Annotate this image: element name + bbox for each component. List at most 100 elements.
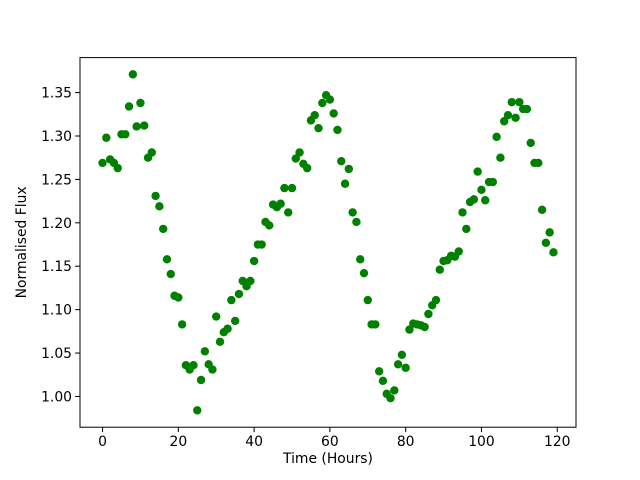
data-point	[488, 177, 498, 187]
data-point	[386, 394, 395, 403]
data-point	[325, 95, 335, 104]
data-point	[397, 350, 407, 359]
x-tick-label: 20	[169, 434, 187, 450]
data-point	[492, 132, 501, 142]
data-point	[462, 224, 471, 234]
data-point	[314, 123, 323, 133]
data-point	[230, 316, 240, 326]
data-point	[276, 199, 285, 208]
data-point	[223, 324, 232, 333]
data-point	[124, 102, 134, 111]
data-point	[98, 158, 107, 168]
data-point	[174, 293, 183, 302]
data-point	[234, 289, 244, 299]
data-point	[196, 375, 206, 385]
x-tick-label: 100	[468, 434, 495, 450]
data-point	[477, 185, 486, 195]
data-point	[246, 276, 255, 286]
data-point	[295, 148, 304, 157]
y-tick-label: 1.30	[41, 129, 72, 145]
data-point	[177, 320, 187, 329]
data-point	[318, 98, 327, 108]
data-point	[208, 365, 217, 374]
data-point	[337, 156, 346, 166]
data-point	[359, 268, 369, 278]
x-tick-label: 120	[544, 434, 571, 450]
data-point	[503, 110, 513, 120]
x-tick-label: 60	[321, 434, 339, 450]
data-point	[166, 269, 175, 279]
data-point	[200, 347, 210, 356]
data-point	[534, 158, 543, 168]
data-point	[424, 309, 433, 319]
data-point	[249, 256, 259, 266]
data-point	[291, 154, 300, 163]
data-point	[340, 179, 350, 188]
data-point	[348, 208, 357, 217]
data-point	[537, 205, 547, 214]
data-point	[401, 363, 410, 373]
data-point	[136, 98, 145, 108]
data-point	[545, 228, 554, 237]
data-point	[473, 167, 482, 176]
data-point	[549, 248, 558, 257]
data-point	[128, 70, 138, 79]
data-point	[147, 148, 157, 157]
data-point	[162, 255, 172, 264]
data-point	[102, 133, 111, 142]
data-point	[193, 406, 202, 415]
data-point	[499, 117, 509, 126]
y-tick-label: 1.05	[41, 346, 72, 362]
x-axis-label: Time (Hours)	[282, 451, 373, 467]
data-point	[151, 191, 160, 201]
y-tick-label: 1.35	[41, 86, 72, 102]
data-point	[374, 367, 384, 376]
y-tick-label: 1.00	[41, 389, 72, 405]
data-point	[496, 153, 505, 162]
data-point	[458, 208, 467, 217]
data-point	[405, 325, 414, 334]
data-point	[352, 217, 361, 227]
data-point	[310, 110, 319, 120]
data-point	[481, 196, 490, 205]
y-tick-label: 1.20	[41, 216, 72, 232]
data-point	[227, 295, 236, 305]
data-point	[541, 238, 551, 247]
data-point	[189, 361, 198, 370]
y-tick-label: 1.15	[41, 259, 72, 275]
data-point	[215, 337, 225, 346]
data-point	[344, 164, 354, 174]
data-point	[511, 113, 520, 122]
y-axis-label: Normalised Flux	[14, 186, 30, 298]
x-tick-label: 0	[98, 434, 107, 450]
x-tick-label: 40	[245, 434, 263, 450]
data-point	[113, 163, 122, 173]
data-point	[132, 122, 141, 131]
y-tick-label: 1.25	[41, 172, 72, 188]
data-point	[435, 265, 444, 274]
data-point	[526, 138, 535, 148]
data-point	[121, 130, 130, 139]
data-point	[469, 195, 479, 204]
data-point	[302, 163, 312, 173]
data-point	[280, 183, 289, 193]
data-point	[284, 208, 293, 217]
data-point	[333, 125, 342, 135]
data-point	[515, 97, 524, 107]
data-point	[420, 322, 429, 332]
data-point	[140, 121, 149, 130]
y-tick-label: 1.10	[41, 303, 72, 319]
data-point	[363, 295, 372, 305]
data-point	[257, 240, 266, 249]
data-point	[329, 109, 338, 118]
data-point	[356, 255, 365, 264]
data-point	[155, 202, 164, 211]
x-tick-label: 80	[397, 434, 415, 450]
data-point	[265, 221, 274, 230]
data-point	[212, 312, 221, 321]
data-point	[378, 376, 388, 386]
plot-frame	[79, 57, 577, 428]
data-point	[371, 320, 380, 329]
data-point	[158, 224, 168, 234]
